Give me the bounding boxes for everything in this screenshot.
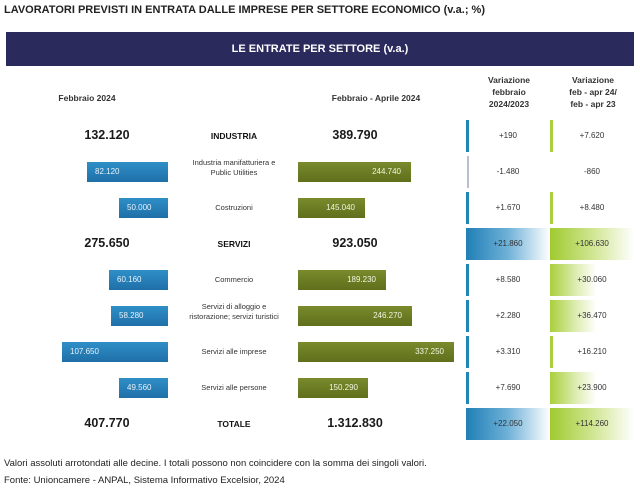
variation-feb-cell: +8.580 xyxy=(466,264,550,296)
bar-feb-apr: 337.250 xyxy=(298,342,454,362)
variation-feb-cell: +22.050 xyxy=(466,408,550,440)
row-label: Servizi alle persone xyxy=(201,383,267,392)
variation-feb-apr-value: +16.210 xyxy=(577,347,607,356)
header-feb: Febbraio 2024 xyxy=(58,93,116,103)
header-var1-line: febbraio xyxy=(492,87,526,97)
bar-feb: 49.560 xyxy=(119,378,168,398)
bar-feb-apr: 145.040 xyxy=(298,198,365,218)
variation-feb-value: -1.480 xyxy=(496,167,520,176)
header-var1-line: Variazione xyxy=(487,75,531,85)
row-label: SERVIZI xyxy=(217,239,251,249)
total-value-feb-apr: 923.050 xyxy=(332,236,378,250)
variation-feb-cell: -1.480 xyxy=(466,156,550,188)
bar-feb-label: 107.650 xyxy=(70,347,99,356)
bar-feb: 82.120 xyxy=(87,162,168,182)
variation-feb-apr-cell: +16.210 xyxy=(550,336,634,368)
total-value-feb-apr: 389.790 xyxy=(332,128,378,142)
bar-feb-label: 49.560 xyxy=(127,383,152,392)
variation-feb-apr-cell: +30.060 xyxy=(550,264,634,296)
row-label: Industria manifatturiera e Public Utilit… xyxy=(192,158,276,177)
bar-feb: 107.650 xyxy=(62,342,168,362)
bar-feb-apr: 246.270 xyxy=(298,306,412,326)
bar-feb-apr: 189.230 xyxy=(298,270,386,290)
variation-feb-value: +3.310 xyxy=(495,347,521,356)
row-label: Costruzioni xyxy=(215,203,253,212)
bar-feb-apr-label: 145.040 xyxy=(326,203,355,212)
variation-feb-apr-cell: +7.620 xyxy=(550,120,634,152)
variation-feb-value: +1.670 xyxy=(495,203,521,212)
variation-feb-apr-cell: -860 xyxy=(550,156,634,188)
variation-feb-apr-value: +8.480 xyxy=(579,203,605,212)
variation-feb-apr-value: +36.470 xyxy=(577,311,607,320)
bar-feb: 60.160 xyxy=(109,270,168,290)
total-value-feb-apr: 1.312.830 xyxy=(327,416,383,430)
header-var1-line: 2024/2023 xyxy=(488,99,530,109)
bar-feb-label: 82.120 xyxy=(95,167,120,176)
bar-feb: 50.000 xyxy=(119,198,168,218)
total-value-feb: 275.650 xyxy=(84,236,130,250)
variation-feb-value: +21.860 xyxy=(493,239,523,248)
variation-feb-cell: +190 xyxy=(466,120,550,152)
row-label: Servizi di alloggio e ristorazione; serv… xyxy=(189,302,279,321)
row-label: TOTALE xyxy=(217,419,251,429)
bar-feb-label: 58.280 xyxy=(119,311,144,320)
variation-feb-value: +190 xyxy=(498,131,518,140)
variation-feb-value: +7.690 xyxy=(495,383,521,392)
variation-feb-value: +8.580 xyxy=(495,275,521,284)
variation-feb-cell: +21.860 xyxy=(466,228,550,260)
footnote-source: Fonte: Unioncamere - ANPAL, Sistema Info… xyxy=(4,475,285,486)
bar-feb-apr-label: 244.740 xyxy=(372,167,401,176)
row-label: Commercio xyxy=(214,275,254,284)
bar-feb-label: 50.000 xyxy=(127,203,152,212)
variation-feb-apr-value: -860 xyxy=(583,167,600,176)
bar-feb-apr-label: 337.250 xyxy=(415,347,444,356)
bar-feb-apr: 150.290 xyxy=(298,378,368,398)
total-value-feb: 132.120 xyxy=(84,128,130,142)
variation-feb-value: +22.050 xyxy=(493,419,523,428)
page-title: LAVORATORI PREVISTI IN ENTRATA DALLE IMP… xyxy=(4,4,485,16)
variation-feb-apr-cell: +114.260 xyxy=(550,408,634,440)
variation-feb-cell: +7.690 xyxy=(466,372,550,404)
row-label: INDUSTRIA xyxy=(210,131,258,141)
header-var1: Variazione febbraio 2024/2023 xyxy=(466,74,552,110)
variation-feb-cell: +2.280 xyxy=(466,300,550,332)
section-banner: LE ENTRATE PER SETTORE (v.a.) xyxy=(6,32,634,66)
variation-feb-apr-value: +106.630 xyxy=(575,239,609,248)
bar-feb-apr-label: 189.230 xyxy=(347,275,376,284)
variation-feb-cell: +1.670 xyxy=(466,192,550,224)
bar-feb: 58.280 xyxy=(111,306,168,326)
bar-feb-apr-label: 246.270 xyxy=(373,311,402,320)
variation-feb-apr-value: +114.260 xyxy=(575,419,609,428)
variation-feb-value: +2.280 xyxy=(495,311,521,320)
header-var2-line: feb - apr 23 xyxy=(570,99,616,109)
header-feb-apr: Febbraio - Aprile 2024 xyxy=(331,93,421,103)
variation-feb-apr-value: +23.900 xyxy=(577,383,607,392)
variation-feb-apr-cell: +8.480 xyxy=(550,192,634,224)
bar-feb-apr-label: 150.290 xyxy=(329,383,358,392)
variation-feb-apr-cell: +23.900 xyxy=(550,372,634,404)
header-var2-line: feb - apr 24/ xyxy=(569,87,617,97)
header-var2-line: Variazione xyxy=(571,75,615,85)
variation-feb-apr-value: +30.060 xyxy=(577,275,607,284)
variation-feb-apr-cell: +106.630 xyxy=(550,228,634,260)
bar-feb-label: 60.160 xyxy=(117,275,142,284)
variation-feb-apr-value: +7.620 xyxy=(579,131,605,140)
total-value-feb: 407.770 xyxy=(84,416,130,430)
variation-feb-apr-cell: +36.470 xyxy=(550,300,634,332)
variation-feb-cell: +3.310 xyxy=(466,336,550,368)
bar-feb-apr: 244.740 xyxy=(298,162,411,182)
footnote-rounding: Valori assoluti arrotondati alle decine.… xyxy=(4,458,427,469)
row-label: Servizi alle imprese xyxy=(201,347,267,356)
header-var2: Variazione feb - apr 24/ feb - apr 23 xyxy=(550,74,636,110)
